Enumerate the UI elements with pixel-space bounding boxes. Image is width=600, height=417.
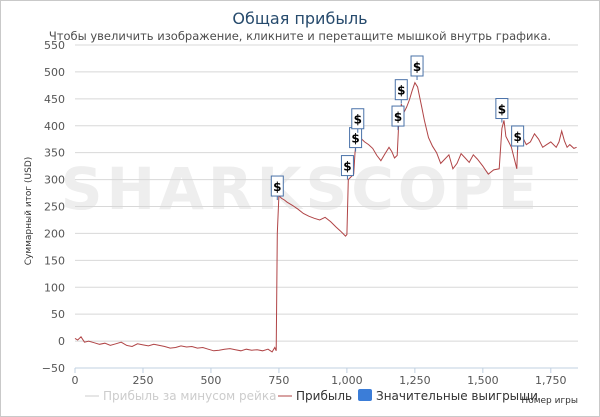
y-tick-label: 0 <box>58 335 65 348</box>
big-win-flag[interactable]: $ <box>511 125 525 150</box>
big-win-flag-label: $ <box>498 103 506 117</box>
x-tick-label: 750 <box>268 374 289 387</box>
y-tick-label: 200 <box>44 227 65 240</box>
x-tick-label: 1,250 <box>399 374 431 387</box>
big-win-flag[interactable]: $ <box>270 175 284 201</box>
big-win-flag-label: $ <box>343 160 351 174</box>
chart-title: Общая прибыль <box>232 9 368 28</box>
big-win-flag-label: $ <box>273 180 281 194</box>
y-axis-title: Суммарный итог (USD) <box>24 157 34 266</box>
big-win-flag-label: $ <box>354 113 362 127</box>
big-win-flag[interactable]: $ <box>349 127 363 152</box>
big-win-flag[interactable]: $ <box>340 155 354 180</box>
y-axis-ticks: −50 0 50 100 150 200 250 300 350 400 450 500 550 <box>42 39 65 375</box>
y-tick-label: 350 <box>44 147 65 160</box>
big-win-flag[interactable]: $ <box>351 108 365 133</box>
big-win-flag[interactable]: $ <box>495 98 509 123</box>
chart-subtitle: Чтобы увеличить изображение, кликните и … <box>48 29 552 43</box>
y-tick-label: 50 <box>51 308 65 321</box>
x-tick-label: 500 <box>200 374 221 387</box>
watermark: SHARKSCOPE <box>61 155 542 223</box>
big-win-flag-label: $ <box>413 60 421 74</box>
legend: Прибыль за минусом рейка Прибыль Значите… <box>85 389 538 403</box>
y-tick-label: 400 <box>44 120 65 133</box>
y-tick-label: 250 <box>44 201 65 214</box>
x-tick-label: 1,750 <box>535 374 567 387</box>
y-tick-label: 100 <box>44 281 65 294</box>
big-win-flag-label: $ <box>397 84 405 98</box>
y-tick-label: 300 <box>44 174 65 187</box>
y-tick-label: 450 <box>44 93 65 106</box>
x-tick-label: 1,500 <box>467 374 499 387</box>
x-tick-label: 0 <box>72 374 79 387</box>
gridlines <box>75 44 578 369</box>
big-win-flag-label: $ <box>394 110 402 124</box>
y-tick-label: 550 <box>44 39 65 52</box>
big-win-flag[interactable]: $ <box>391 105 405 131</box>
y-tick-label: 500 <box>44 66 65 79</box>
y-tick-label: 150 <box>44 254 65 267</box>
big-win-flag-label: $ <box>351 132 359 146</box>
legend-big-wins-symbol <box>358 389 372 401</box>
big-win-flags: $$$$ $$$$$ <box>270 55 525 201</box>
big-win-flag[interactable]: $ <box>394 79 408 104</box>
x-axis-title: Номер игры <box>521 396 578 406</box>
legend-profit-label[interactable]: Прибыль <box>296 389 352 403</box>
legend-no-rake-label[interactable]: Прибыль за минусом рейка <box>103 389 276 403</box>
x-axis-ticks: 0 250 500 750 1,000 1,250 1,500 1,750 <box>72 368 567 387</box>
big-win-flag-label: $ <box>513 130 521 144</box>
x-tick-label: 250 <box>132 374 153 387</box>
legend-big-wins-label[interactable]: Значительные выигрыши <box>376 389 538 403</box>
x-tick-label: 1,000 <box>331 374 363 387</box>
y-tick-label: −50 <box>42 362 65 375</box>
big-win-flag[interactable]: $ <box>410 55 424 80</box>
